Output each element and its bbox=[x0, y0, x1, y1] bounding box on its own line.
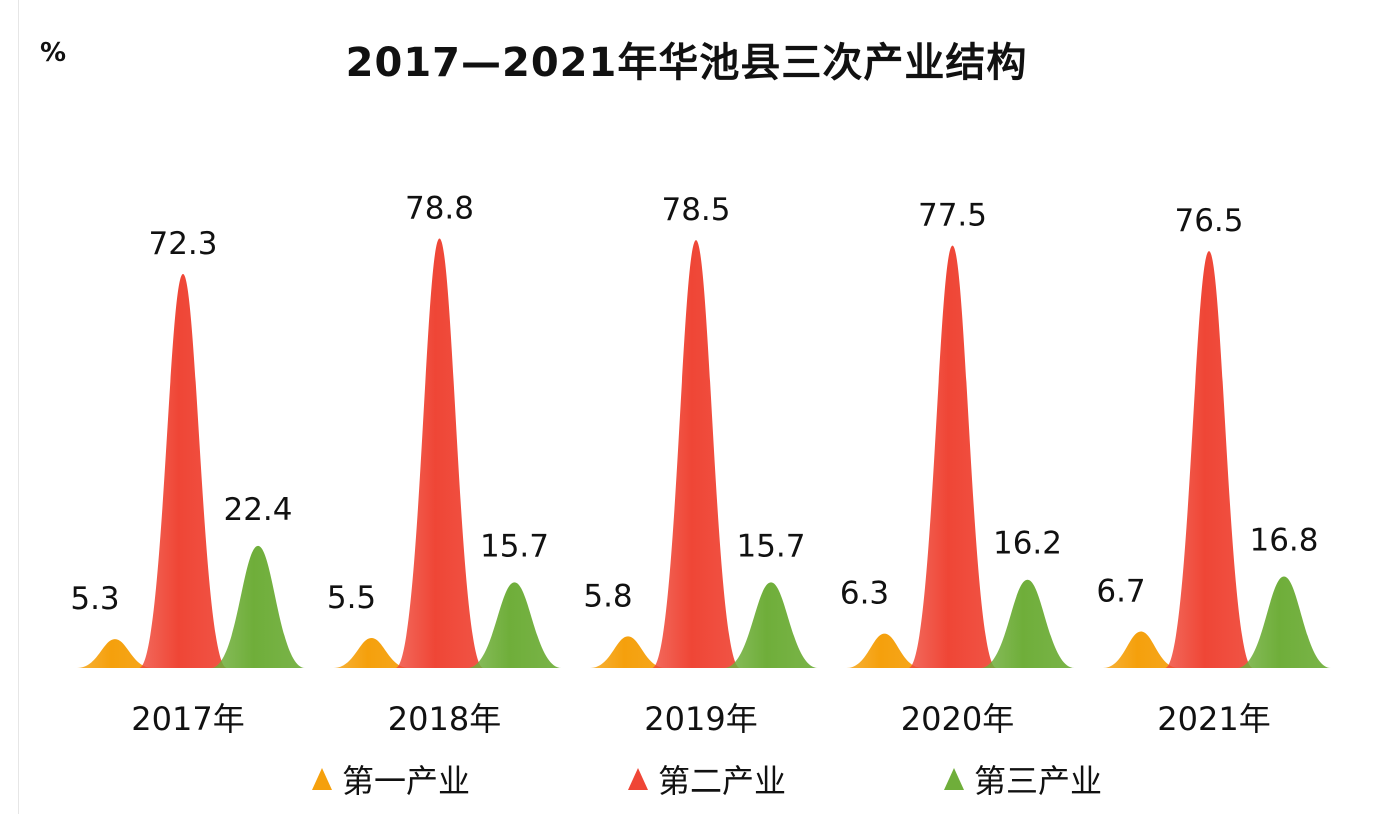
peak-tertiary-1 bbox=[467, 582, 562, 668]
legend-item-tertiary: 第三产业 bbox=[944, 757, 1102, 801]
category-label-0: 2017年 bbox=[131, 700, 244, 738]
peak-secondary-2 bbox=[652, 240, 740, 669]
value-label-primary-0: 5.3 bbox=[70, 581, 119, 617]
y-unit-label: % bbox=[40, 38, 67, 68]
peak-primary-3 bbox=[846, 633, 923, 668]
peak-tertiary-2 bbox=[724, 582, 818, 668]
value-label-tertiary-4: 16.8 bbox=[1249, 522, 1318, 558]
peak-secondary-4 bbox=[1165, 251, 1253, 668]
legend: 第一产业 第二产业 第三产业 bbox=[0, 757, 1373, 801]
peak-tertiary-0 bbox=[211, 545, 305, 668]
triangle-icon bbox=[628, 768, 648, 790]
category-label-3: 2020年 bbox=[901, 700, 1014, 738]
triangle-icon bbox=[312, 768, 332, 790]
peak-secondary-1 bbox=[395, 238, 484, 669]
peak-primary-4 bbox=[1103, 631, 1179, 668]
value-label-tertiary-3: 16.2 bbox=[993, 526, 1062, 562]
value-label-primary-1: 5.5 bbox=[327, 580, 376, 616]
legend-item-primary: 第一产业 bbox=[312, 757, 470, 801]
value-label-tertiary-0: 22.4 bbox=[223, 492, 292, 528]
value-label-secondary-1: 78.8 bbox=[405, 191, 474, 227]
legend-label-tertiary: 第三产业 bbox=[974, 762, 1103, 800]
peak-primary-2 bbox=[590, 636, 666, 668]
triangle-icon bbox=[944, 768, 964, 790]
legend-label-primary: 第一产业 bbox=[342, 762, 471, 800]
peak-secondary-0 bbox=[139, 273, 227, 668]
peak-secondary-3 bbox=[908, 245, 997, 668]
left-border-line bbox=[18, 0, 19, 814]
category-label-1: 2018年 bbox=[388, 700, 501, 738]
value-label-secondary-3: 77.5 bbox=[918, 198, 987, 234]
value-label-secondary-2: 78.5 bbox=[661, 192, 730, 228]
peak-tertiary-4 bbox=[1237, 576, 1331, 668]
value-label-primary-2: 5.8 bbox=[583, 578, 632, 614]
peak-primary-1 bbox=[333, 638, 410, 668]
value-label-primary-3: 6.3 bbox=[840, 576, 889, 612]
peak-primary-0 bbox=[77, 639, 153, 668]
legend-item-secondary: 第二产业 bbox=[628, 757, 786, 801]
chart-title: 2017—2021年华池县三次产业结构 bbox=[345, 40, 1028, 86]
value-label-secondary-0: 72.3 bbox=[148, 226, 217, 262]
category-label-4: 2021年 bbox=[1157, 700, 1270, 738]
value-label-tertiary-2: 15.7 bbox=[736, 528, 805, 564]
peak-tertiary-3 bbox=[980, 579, 1075, 668]
value-label-secondary-4: 76.5 bbox=[1174, 203, 1243, 239]
value-label-tertiary-1: 15.7 bbox=[480, 528, 549, 564]
legend-label-secondary: 第二产业 bbox=[658, 762, 787, 800]
category-label-2: 2019年 bbox=[644, 700, 757, 738]
value-label-primary-4: 6.7 bbox=[1096, 573, 1145, 609]
